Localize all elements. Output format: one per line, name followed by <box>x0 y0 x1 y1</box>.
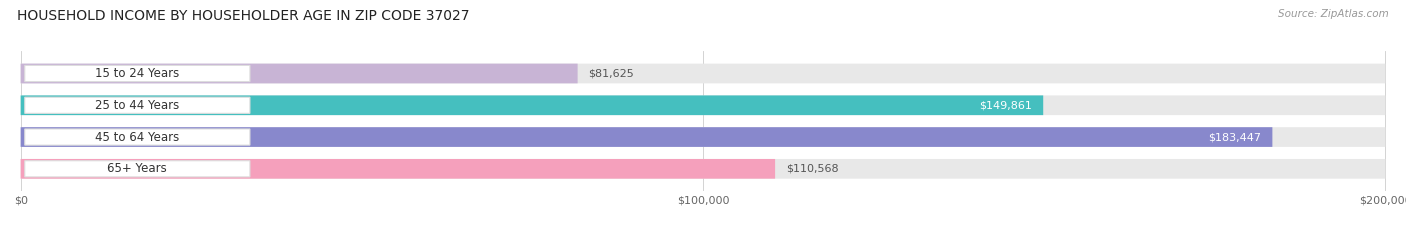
FancyBboxPatch shape <box>21 159 775 179</box>
Text: $149,861: $149,861 <box>980 100 1032 110</box>
Text: $110,568: $110,568 <box>786 164 838 174</box>
Text: 15 to 24 Years: 15 to 24 Years <box>96 67 180 80</box>
FancyBboxPatch shape <box>25 65 250 82</box>
FancyBboxPatch shape <box>21 64 578 83</box>
FancyBboxPatch shape <box>21 96 1043 115</box>
Text: $183,447: $183,447 <box>1209 132 1261 142</box>
FancyBboxPatch shape <box>25 97 250 113</box>
Text: Source: ZipAtlas.com: Source: ZipAtlas.com <box>1278 9 1389 19</box>
FancyBboxPatch shape <box>21 127 1272 147</box>
FancyBboxPatch shape <box>21 64 1385 83</box>
FancyBboxPatch shape <box>25 161 250 177</box>
Text: 65+ Years: 65+ Years <box>107 162 167 175</box>
Text: $81,625: $81,625 <box>589 69 634 79</box>
Text: 25 to 44 Years: 25 to 44 Years <box>96 99 180 112</box>
Text: HOUSEHOLD INCOME BY HOUSEHOLDER AGE IN ZIP CODE 37027: HOUSEHOLD INCOME BY HOUSEHOLDER AGE IN Z… <box>17 9 470 23</box>
FancyBboxPatch shape <box>25 129 250 145</box>
Text: 45 to 64 Years: 45 to 64 Years <box>96 130 180 144</box>
FancyBboxPatch shape <box>21 96 1385 115</box>
FancyBboxPatch shape <box>21 159 1385 179</box>
FancyBboxPatch shape <box>21 127 1385 147</box>
